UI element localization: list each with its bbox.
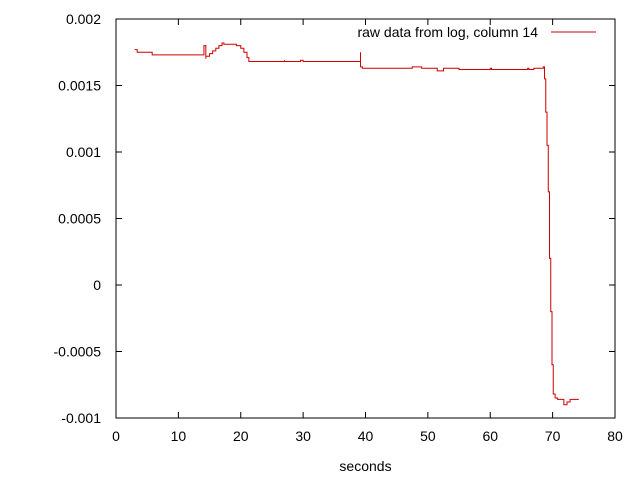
axis-tick-labels: 0 10 20 30 40 50 60 70 80 -0.001 -0.0005 0 0.0005 0.0… — [54, 11, 623, 444]
legend-label: raw data from log, column 14 — [357, 24, 538, 40]
legend: raw data from log, column 14 — [357, 24, 596, 40]
y-tick-label: 0.0005 — [58, 211, 101, 227]
y-tick-label: 0.001 — [66, 144, 101, 160]
x-tick-label: 10 — [171, 428, 187, 444]
x-tick-label: 60 — [482, 428, 498, 444]
x-tick-label: 40 — [358, 428, 374, 444]
x-tick-label: 30 — [295, 428, 311, 444]
y-tick-label: -0.0005 — [54, 344, 102, 360]
y-tick-label: 0.002 — [66, 11, 101, 27]
x-tick-label: 50 — [420, 428, 436, 444]
y-tick-label: 0.0015 — [58, 78, 101, 94]
y-tick-label: -0.001 — [61, 410, 101, 426]
x-tick-label: 0 — [112, 428, 120, 444]
y-tick-label: 0 — [93, 277, 101, 293]
x-axis-label: seconds — [339, 458, 391, 474]
x-tick-label: 20 — [233, 428, 249, 444]
x-tick-label: 80 — [607, 428, 623, 444]
x-tick-label: 70 — [545, 428, 561, 444]
plot-frame — [115, 18, 616, 419]
series-line — [134, 42, 579, 406]
series-layer — [134, 42, 579, 406]
